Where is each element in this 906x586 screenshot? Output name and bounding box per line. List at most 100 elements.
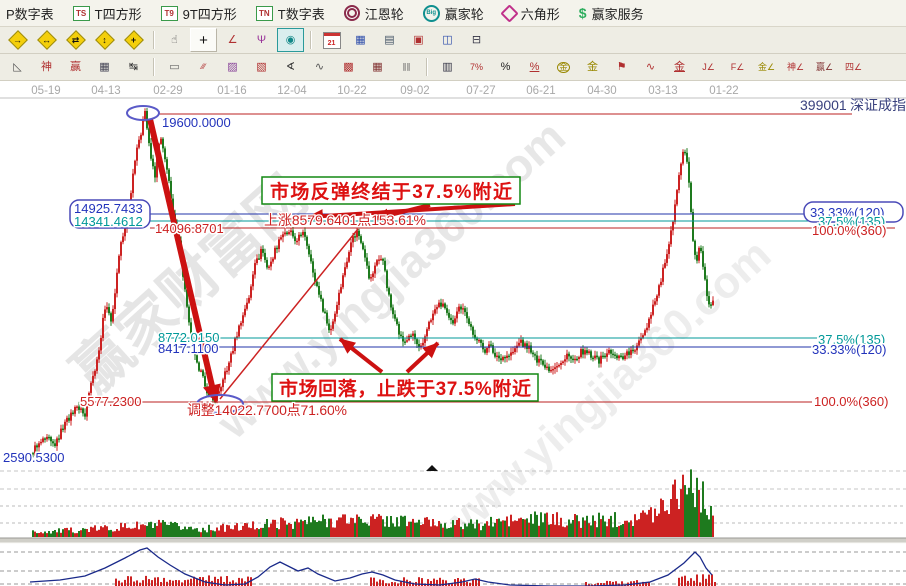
ying-angle-tool[interactable]: 赢∠	[811, 55, 838, 79]
angle-fan-tool-icon: ∢	[285, 60, 296, 73]
calculator-tool[interactable]: ▦	[347, 28, 374, 52]
four-angle-tool[interactable]: 四∠	[840, 55, 867, 79]
arrow-glyph: →	[13, 35, 22, 45]
price-bars-tool[interactable]: ▥	[434, 55, 461, 79]
notes-tool[interactable]: ▤	[376, 28, 403, 52]
dot-grid-tool[interactable]: ▩	[335, 55, 362, 79]
flag-marker-tool[interactable]: ⚑	[608, 55, 635, 79]
pane-splitter[interactable]	[0, 538, 906, 543]
wave-tool-icon: ∿	[645, 60, 656, 73]
gold-lines-tool[interactable]: 金	[579, 55, 606, 79]
calendar-tool[interactable]: 21	[318, 28, 345, 52]
arrow-glyph: ↕	[102, 35, 107, 45]
date-tick-label: 12-04	[277, 85, 307, 97]
multi-window-tool[interactable]: ◫	[434, 28, 461, 52]
fib-label-box	[69, 199, 151, 229]
menu-t-square-icon: TS	[72, 5, 90, 21]
menu-t-square[interactable]: TS T四方形	[72, 4, 142, 23]
shen-angle-tool-icon: 神∠	[786, 61, 805, 72]
percent-tool[interactable]: %	[492, 55, 519, 79]
date-tick-label: 07-27	[466, 85, 495, 97]
menu-hexagon[interactable]: 六角形	[500, 3, 560, 23]
crosshair-tool[interactable]: +	[190, 28, 217, 52]
parallel-lines-tool[interactable]: ∥∥	[393, 55, 420, 79]
gold-angle-tool[interactable]: 金∠	[753, 55, 780, 79]
symbol-name: 深证成指	[850, 97, 906, 113]
chart-canvas[interactable]: 赢家财富网 www.yingjia360.com www.yingjia360.…	[0, 81, 906, 586]
calculator-tool-icon: ▦	[355, 33, 366, 46]
cycle-tool[interactable]: ◉	[277, 28, 304, 52]
percent-seven-tool-icon: 7%	[469, 61, 483, 72]
menu-winner-service-label: 赢家服务	[591, 6, 644, 22]
zigzag-tool-icon: ∿	[314, 60, 325, 73]
grid-numbers-tool[interactable]: ▦	[91, 55, 118, 79]
angle-ruler-tool-icon: ◺	[13, 60, 22, 73]
base-price-label: 2590.5300	[3, 450, 64, 465]
diagonal-grid-tool[interactable]: ▦	[364, 55, 391, 79]
trough-ellipse	[196, 394, 244, 414]
shen-angle-tool[interactable]: 神∠	[782, 55, 809, 79]
wave-tool[interactable]: ∿	[637, 55, 664, 79]
percent-seven-tool[interactable]: 7%	[463, 55, 490, 79]
shen-tool[interactable]: 神	[33, 55, 60, 79]
trough-price-label: 5577.2300	[80, 394, 141, 409]
diamond-arrow-vertical-tool[interactable]: ↕	[91, 28, 118, 52]
f-angle-tool[interactable]: F∠	[724, 55, 751, 79]
decline-note-arrow-1	[338, 337, 384, 374]
menu-gann-wheel[interactable]: 江恩轮	[343, 4, 404, 23]
gold-circle-tool[interactable]: 金	[550, 55, 577, 79]
date-tick-label: 02-29	[153, 85, 182, 97]
print-tool[interactable]: ⊟	[463, 28, 490, 52]
diamond-arrow-right-tool[interactable]: →	[4, 28, 31, 52]
fib-625-label: 14341.4612	[74, 214, 143, 229]
crosshair-tool-icon: +	[199, 31, 208, 49]
j-angle-tool-icon: J∠	[702, 61, 715, 72]
angle-measure-tool[interactable]: ∠	[219, 28, 246, 52]
ying-tool-icon: 赢	[70, 60, 81, 73]
hand-pan-tool[interactable]: ☝	[161, 28, 188, 52]
angle-fan-tool[interactable]: ∢	[277, 55, 304, 79]
menu-9t-square-label: 9T四方形	[182, 6, 237, 22]
square-fan-tool[interactable]: ▨	[219, 55, 246, 79]
menu-winner-wheel[interactable]: Big 赢家轮	[422, 4, 484, 23]
decline-note-box	[271, 373, 539, 402]
toolbar-drawing: ◺ 神 赢 ▦ ↹ ▭ ∕∕∕ ▨ ▧ ∢ ∿ ▩ ▦ ∥∥ ▥ 7%%% 金 金 ⚑ ∿ 金 J∠ F∠ 金∠ 神∠ 赢∠ 四∠	[0, 54, 906, 81]
diagonal-grid-tool-icon: ▦	[372, 60, 383, 73]
percent-line-tool[interactable]: %	[521, 55, 548, 79]
fan-lines-tool[interactable]: ∕∕∕	[190, 55, 217, 79]
fan-lines-tool-icon: ∕∕∕	[201, 62, 206, 71]
ying-tool[interactable]: 赢	[62, 55, 89, 79]
menu-gann-wheel-label: 江恩轮	[364, 6, 404, 22]
date-tick-label: 05-19	[31, 85, 60, 97]
trend-drawings[interactable]	[126, 105, 359, 414]
rebound-note-text: 市场反弹终结于37.5%附近	[270, 180, 512, 203]
diamond-arrow-horizontal-tool[interactable]: ↔	[33, 28, 60, 52]
save-tool[interactable]: ▣	[405, 28, 432, 52]
decline-annotation[interactable]: 市场回落，止跌于37.5%附近	[271, 373, 539, 402]
angle-measure-tool-icon: ∠	[227, 33, 238, 46]
rebound-annotation[interactable]: 市场反弹终结于37.5%附近	[261, 176, 521, 205]
angle-ruler-tool[interactable]: ◺	[4, 55, 31, 79]
box-tool[interactable]: ▭	[161, 55, 188, 79]
gold-underline-tool[interactable]: 金	[666, 55, 693, 79]
parallel-lines-tool-icon: ∥∥	[402, 62, 411, 71]
diamond-arrow-cross-tool[interactable]: +	[120, 28, 147, 52]
diamond-arrow-exchange-tool[interactable]: ⇄	[62, 28, 89, 52]
rebound-trendline	[219, 228, 359, 400]
date-tick-label: 10-22	[337, 85, 366, 97]
menu-t-table[interactable]: TN T数字表	[255, 4, 325, 23]
menu-9t-square-icon: T9	[160, 5, 178, 21]
zigzag-tool[interactable]: ∿	[306, 55, 333, 79]
adjust-stat-text: 调整14022.7700点71.60%	[187, 402, 347, 418]
j-angle-tool[interactable]: J∠	[695, 55, 722, 79]
square-fan-tool-icon: ▨	[227, 60, 238, 73]
fib-percent-labels: 33.33%(120) 37.5%(135) 100.0%(360) 37.5%…	[803, 201, 904, 411]
grid-diagonal-tool[interactable]: ▧	[248, 55, 275, 79]
gann-shape-tool[interactable]: Ψ	[248, 28, 275, 52]
menu-winner-service[interactable]: $ 赢家服务	[579, 4, 644, 23]
decline-arrow-head	[203, 383, 221, 403]
width-measure-tool[interactable]: ↹	[120, 55, 147, 79]
save-tool-icon: ▣	[413, 33, 424, 46]
menu-9t-square[interactable]: T9 9T四方形	[160, 4, 237, 23]
menu-p-table[interactable]: P数字表	[6, 4, 54, 23]
